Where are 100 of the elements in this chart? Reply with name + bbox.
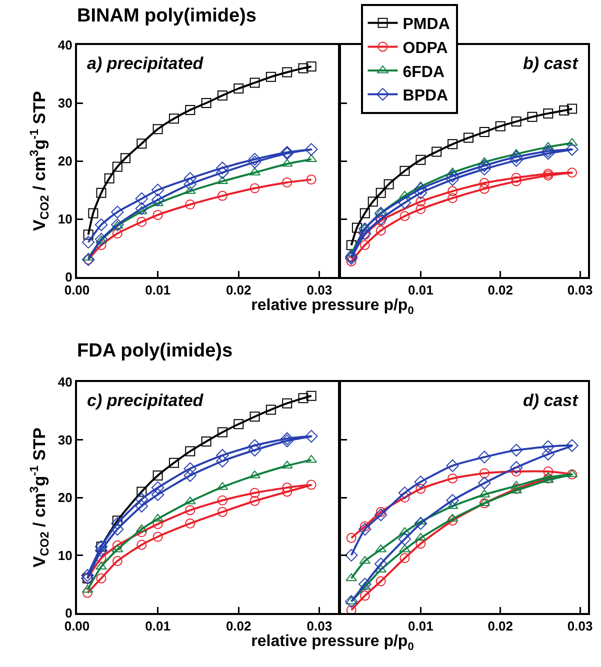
point: [306, 61, 316, 72]
annotation: b) cast: [523, 54, 580, 73]
point: [82, 252, 94, 261]
point: [94, 544, 108, 557]
point: [82, 584, 94, 593]
annotation: c) precipitated: [87, 391, 204, 410]
point: [280, 434, 294, 448]
point: [511, 466, 522, 477]
point: [446, 514, 458, 522]
point: [510, 154, 523, 167]
point: [543, 466, 554, 477]
point: [414, 517, 428, 530]
point: [83, 230, 94, 240]
point: [368, 196, 378, 207]
point: [152, 198, 164, 206]
point: [416, 484, 426, 494]
x-tick-label: 0.01: [408, 282, 434, 298]
point: [152, 532, 163, 542]
point: [432, 146, 442, 157]
point: [414, 476, 428, 488]
point: [352, 222, 362, 233]
point: [542, 472, 554, 480]
point: [448, 139, 458, 150]
point: [136, 206, 148, 214]
point: [567, 168, 578, 178]
point: [542, 147, 555, 160]
point: [217, 495, 228, 506]
point: [136, 524, 148, 532]
point: [112, 220, 124, 229]
point: [112, 516, 122, 526]
point: [495, 121, 506, 132]
point: [399, 190, 410, 199]
point: [250, 496, 260, 506]
point: [282, 177, 292, 188]
point: [151, 488, 164, 501]
point: [446, 170, 459, 182]
point: [479, 184, 490, 194]
point: [185, 446, 196, 456]
point: [112, 540, 122, 550]
point: [375, 544, 387, 552]
point: [304, 430, 318, 443]
point: [298, 63, 308, 74]
y-tick-label: 30: [58, 432, 72, 448]
point: [217, 90, 228, 100]
point: [250, 488, 260, 498]
point: [282, 398, 292, 408]
point: [542, 144, 555, 158]
point: [96, 573, 106, 584]
point: [510, 480, 522, 489]
point: [448, 516, 458, 526]
point: [376, 188, 386, 198]
y-tick-label: 20: [58, 490, 72, 506]
point: [152, 514, 164, 522]
point: [201, 436, 212, 446]
point: [112, 556, 122, 566]
point: [306, 174, 316, 185]
x-tick-label: 0.03: [567, 618, 593, 634]
point: [414, 186, 428, 200]
point: [566, 143, 578, 156]
point: [360, 240, 370, 250]
point: [345, 548, 358, 562]
point: [414, 532, 426, 541]
point: [135, 202, 148, 215]
point: [135, 500, 148, 513]
x-tick-label: 0.02: [488, 282, 514, 298]
point: [136, 540, 147, 550]
point: [360, 521, 370, 532]
point: [446, 459, 459, 472]
point: [185, 518, 196, 528]
point: [306, 390, 316, 401]
point: [478, 476, 491, 490]
point: [346, 573, 358, 582]
point: [282, 482, 292, 493]
x-axis-title: relative pressure p/p$_{0}$: [251, 297, 414, 320]
point: [250, 412, 260, 422]
point: [559, 106, 570, 116]
point: [281, 158, 293, 167]
point: [96, 188, 106, 198]
point: [478, 162, 491, 176]
point: [358, 222, 372, 236]
point: [184, 178, 196, 191]
point: [345, 595, 358, 608]
annotation: d) cast: [523, 391, 580, 410]
point: [416, 154, 426, 165]
point: [542, 440, 555, 454]
point: [376, 226, 386, 236]
point: [82, 236, 95, 249]
point: [511, 176, 522, 186]
point: [478, 159, 491, 172]
point: [96, 562, 107, 570]
point: [185, 104, 196, 115]
point: [398, 486, 412, 500]
y-tick-label: 30: [58, 96, 72, 111]
point: [298, 393, 308, 404]
point: [234, 419, 244, 430]
point: [96, 240, 106, 250]
annotation: a) precipitated: [87, 54, 204, 73]
legend-label: BPDA: [402, 88, 449, 105]
point: [104, 173, 114, 184]
point: [566, 439, 578, 452]
